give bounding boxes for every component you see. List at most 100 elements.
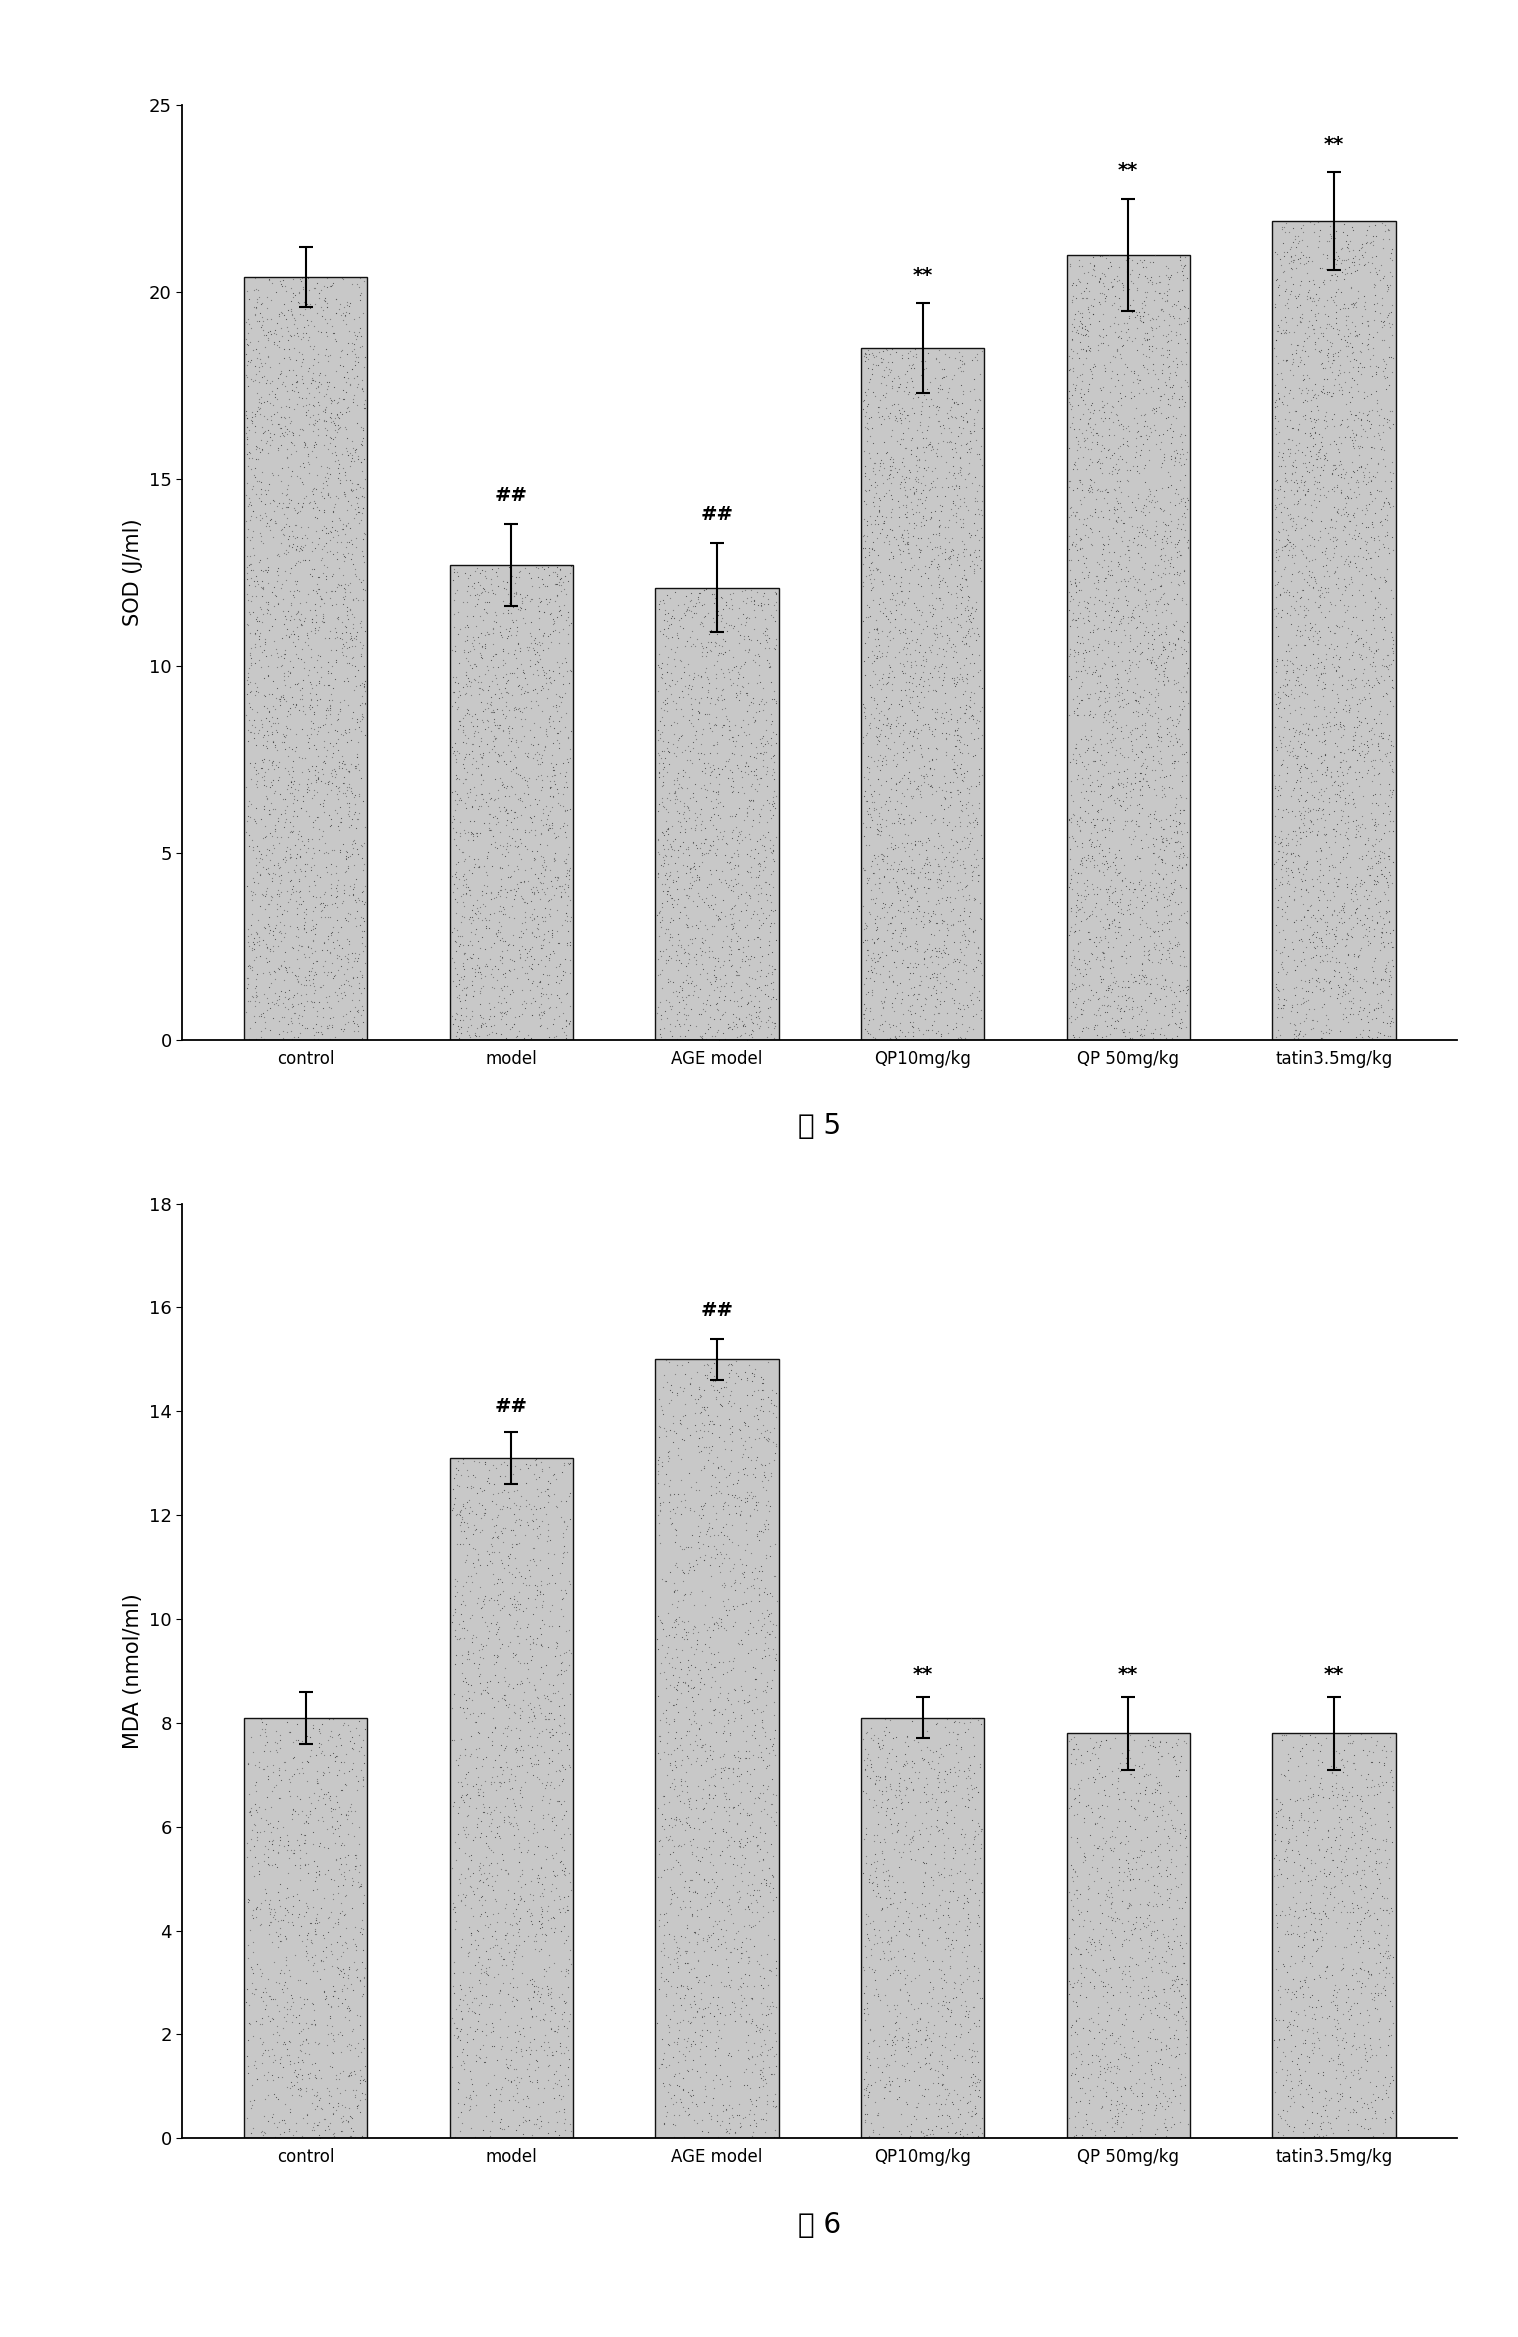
Point	[956, 514, 981, 552]
Point	[1312, 369, 1336, 407]
Point	[926, 1760, 950, 1797]
Point	[527, 724, 551, 762]
Point	[267, 1003, 291, 1040]
Point	[931, 661, 955, 699]
Point	[932, 1986, 956, 2024]
Point	[335, 1003, 360, 1040]
Point	[858, 465, 882, 502]
Point	[1154, 968, 1178, 1005]
Point	[879, 418, 903, 456]
Point	[1360, 337, 1384, 374]
Point	[950, 2117, 975, 2155]
Point	[961, 879, 985, 916]
Point	[707, 2059, 732, 2096]
Point	[308, 708, 332, 746]
Point	[501, 1669, 525, 1706]
Point	[554, 1003, 578, 1040]
Point	[1334, 671, 1359, 708]
Point	[1140, 2054, 1164, 2092]
Point	[486, 1496, 510, 1533]
Point	[956, 1788, 981, 1825]
Point	[943, 923, 967, 961]
Point	[899, 989, 923, 1026]
Point	[1368, 755, 1392, 792]
Point	[492, 1940, 516, 1977]
Point	[950, 998, 975, 1035]
Point	[1339, 479, 1363, 516]
Point	[744, 738, 768, 776]
Point	[891, 865, 915, 902]
Point	[905, 430, 929, 467]
Point	[720, 946, 744, 984]
Point	[1307, 1769, 1331, 1807]
Point	[669, 643, 694, 680]
Point	[929, 493, 953, 530]
Point	[733, 890, 757, 928]
Point	[748, 874, 773, 911]
Point	[662, 734, 686, 771]
Point	[1148, 979, 1172, 1017]
Point	[282, 301, 307, 339]
Point	[1066, 1729, 1090, 1767]
Point	[1290, 979, 1315, 1017]
Point	[1331, 206, 1356, 243]
Point	[679, 991, 703, 1028]
Point	[1371, 914, 1395, 951]
Point	[1309, 2108, 1333, 2145]
Point	[537, 1739, 562, 1776]
Point	[918, 750, 943, 788]
Point	[853, 1968, 877, 2005]
Point	[1299, 734, 1324, 771]
Point	[1315, 757, 1339, 795]
Point	[1305, 470, 1330, 507]
Point	[1142, 799, 1166, 837]
Point	[266, 2007, 290, 2045]
Point	[284, 1720, 308, 1757]
Point	[739, 1554, 764, 1591]
Point	[718, 710, 742, 748]
Point	[759, 904, 783, 942]
Point	[240, 308, 264, 346]
Point	[1363, 804, 1387, 841]
Point	[343, 1928, 367, 1965]
Point	[1353, 975, 1377, 1012]
Point	[1321, 1767, 1345, 1804]
Point	[909, 738, 934, 776]
Point	[1366, 883, 1390, 921]
Point	[1152, 666, 1176, 703]
Point	[890, 1783, 914, 1821]
Point	[754, 1986, 779, 2024]
Point	[1363, 1914, 1387, 1951]
Point	[1381, 339, 1406, 376]
Point	[1148, 855, 1172, 893]
Point	[662, 1412, 686, 1449]
Point	[1111, 325, 1135, 362]
Point	[724, 678, 748, 715]
Point	[1272, 236, 1296, 273]
Point	[955, 1937, 979, 1975]
Point	[1169, 790, 1193, 827]
Point	[263, 505, 287, 542]
Point	[460, 897, 484, 935]
Point	[880, 900, 905, 937]
Point	[507, 666, 531, 703]
Point	[710, 1697, 735, 1734]
Point	[1340, 208, 1365, 245]
Point	[469, 615, 493, 652]
Point	[674, 802, 698, 839]
Point	[921, 916, 946, 953]
Point	[912, 1867, 937, 1905]
Point	[235, 666, 260, 703]
Point	[955, 1961, 979, 1998]
Point	[924, 689, 949, 727]
Point	[1137, 932, 1161, 970]
Point	[331, 764, 355, 802]
Point	[1085, 979, 1110, 1017]
Point	[657, 918, 682, 956]
Point	[1143, 1975, 1167, 2012]
Point	[559, 923, 583, 961]
Point	[754, 1729, 779, 1767]
Point	[865, 2040, 890, 2078]
Point	[893, 495, 917, 533]
Point	[1134, 323, 1158, 360]
